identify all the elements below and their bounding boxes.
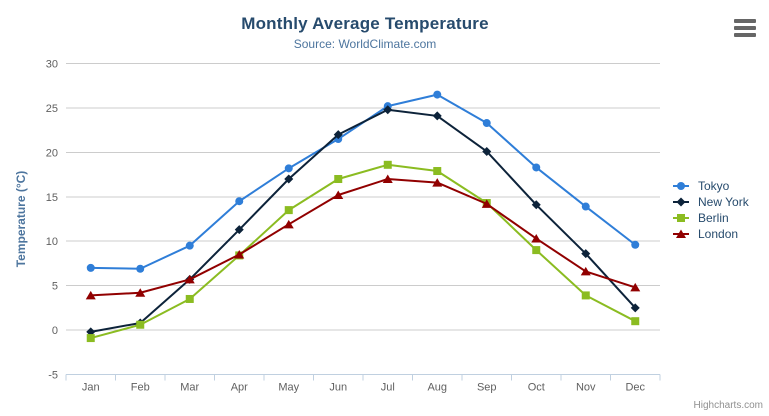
data-point-tokyo[interactable]: [185, 241, 194, 250]
series-line-new-york: [89, 108, 637, 333]
y-gridlines: [66, 63, 660, 331]
data-point-new-york[interactable]: [333, 130, 343, 140]
x-axis-label: Nov: [576, 382, 596, 394]
y-axis-label: 15: [46, 192, 58, 204]
x-axis-label: Mar: [180, 382, 199, 394]
data-point-london[interactable]: [184, 274, 195, 284]
legend-marker-diamond-icon: [673, 197, 689, 207]
x-axis-label: Oct: [528, 382, 545, 394]
series-line-tokyo: [89, 93, 637, 270]
chart-subtitle: Source: WorldClimate.com: [293, 37, 437, 51]
data-point-new-york[interactable]: [581, 249, 591, 259]
data-point-tokyo[interactable]: [136, 264, 145, 273]
chart-title: Monthly Average Temperature: [241, 14, 489, 33]
data-point-tokyo[interactable]: [433, 90, 442, 99]
data-point-tokyo[interactable]: [581, 202, 590, 211]
data-point-berlin[interactable]: [433, 167, 442, 176]
legend-item-new-york[interactable]: New York: [673, 194, 749, 210]
data-point-tokyo[interactable]: [532, 163, 541, 172]
data-point-berlin[interactable]: [86, 334, 95, 343]
data-point-tokyo[interactable]: [631, 240, 640, 249]
data-point-london[interactable]: [283, 219, 294, 229]
x-axis-label: Jun: [329, 382, 347, 394]
data-point-berlin[interactable]: [532, 246, 541, 255]
legend-label: London: [698, 227, 739, 241]
series-line-london: [89, 178, 637, 297]
data-point-berlin[interactable]: [136, 320, 145, 329]
data-point-tokyo[interactable]: [284, 164, 293, 173]
data-point-berlin[interactable]: [284, 206, 293, 215]
y-axis-label: 0: [52, 325, 58, 337]
hamburger-menu-icon: [734, 26, 756, 30]
data-point-tokyo[interactable]: [86, 263, 95, 272]
legend-label: Berlin: [698, 211, 729, 225]
x-axis-label: Jan: [82, 382, 100, 394]
legend: Tokyo New York Berlin London: [673, 178, 749, 242]
data-point-new-york[interactable]: [432, 111, 442, 121]
data-point-berlin[interactable]: [334, 175, 343, 184]
x-axis-label: Feb: [131, 382, 150, 394]
data-point-london[interactable]: [234, 250, 245, 259]
data-point-london[interactable]: [85, 290, 96, 300]
legend-marker-square-icon: [673, 214, 689, 222]
data-point-berlin[interactable]: [631, 317, 640, 326]
data-point-new-york[interactable]: [234, 225, 244, 235]
data-point-london[interactable]: [630, 282, 641, 292]
data-point-berlin[interactable]: [383, 160, 392, 169]
data-point-london[interactable]: [580, 266, 591, 276]
data-point-london[interactable]: [333, 190, 344, 200]
data-point-berlin[interactable]: [185, 294, 194, 303]
x-axis-label: May: [278, 382, 299, 394]
legend-item-london[interactable]: London: [673, 226, 749, 242]
data-point-london[interactable]: [432, 178, 443, 187]
data-point-tokyo[interactable]: [482, 119, 491, 128]
legend-item-tokyo[interactable]: Tokyo: [673, 178, 749, 194]
series-london: [85, 174, 641, 300]
x-axis-label: Aug: [427, 382, 447, 394]
data-point-london[interactable]: [135, 288, 146, 297]
y-axis-label: 30: [46, 59, 58, 71]
data-point-new-york[interactable]: [482, 146, 492, 156]
y-axis-title: Temperature (°C): [14, 171, 28, 268]
data-point-london[interactable]: [531, 234, 542, 243]
y-axis-label: 10: [46, 236, 58, 248]
data-point-london[interactable]: [382, 174, 393, 184]
legend-label: New York: [698, 195, 749, 209]
x-axis: [65, 374, 661, 381]
series-new-york: [86, 105, 640, 337]
data-point-new-york[interactable]: [630, 303, 640, 313]
legend-marker-circle-icon: [673, 182, 689, 190]
x-axis-label: Sep: [477, 382, 497, 394]
hamburger-menu-icon: [734, 19, 756, 23]
x-axis-label: Jul: [381, 382, 395, 394]
data-point-london[interactable]: [481, 199, 492, 208]
hamburger-menu-icon: [734, 33, 756, 37]
legend-item-berlin[interactable]: Berlin: [673, 210, 749, 226]
x-axis-label: Dec: [625, 382, 645, 394]
y-axis-label: 5: [52, 281, 58, 293]
y-axis-label: 20: [46, 147, 58, 159]
series-tokyo: [86, 90, 640, 273]
y-axis-label: -5: [48, 370, 58, 382]
y-axis-label: 25: [46, 103, 58, 115]
series-line-berlin: [89, 163, 637, 340]
data-point-tokyo[interactable]: [235, 197, 244, 206]
x-axis-label: Apr: [231, 382, 248, 394]
legend-marker-triangle-icon: [673, 229, 689, 238]
data-point-berlin[interactable]: [581, 291, 590, 300]
legend-label: Tokyo: [698, 179, 730, 193]
data-point-new-york[interactable]: [383, 105, 393, 115]
data-point-new-york[interactable]: [531, 200, 541, 210]
credits-link[interactable]: Highcharts.com: [693, 400, 763, 411]
export-menu-button[interactable]: [734, 19, 758, 37]
data-point-new-york[interactable]: [284, 174, 294, 184]
